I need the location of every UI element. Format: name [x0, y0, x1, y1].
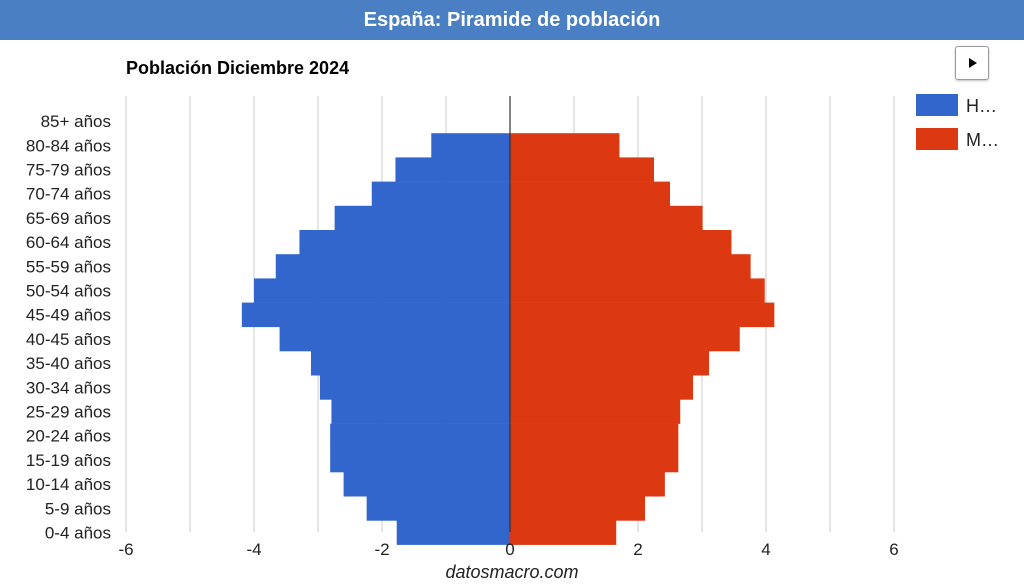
- category-label: 60-64 años: [26, 233, 111, 252]
- category-label: 20-24 años: [26, 427, 111, 446]
- chart-title: Población Diciembre 2024: [126, 58, 350, 78]
- legend-label[interactable]: H…: [966, 96, 997, 116]
- bar-mujeres-16[interactable]: [510, 496, 646, 521]
- category-label: 5-9 años: [45, 499, 111, 518]
- x-tick-label: -4: [246, 540, 261, 559]
- bar-mujeres-5[interactable]: [510, 230, 732, 255]
- bar-mujeres-1[interactable]: [510, 133, 620, 158]
- bar-layer: [241, 133, 775, 545]
- watermark: datosmacro.com: [445, 562, 579, 582]
- legend-swatch: [916, 128, 958, 150]
- legend-label[interactable]: M…: [966, 130, 999, 150]
- bar-mujeres-17[interactable]: [510, 520, 617, 545]
- bar-mujeres-11[interactable]: [510, 375, 694, 400]
- play-icon: [969, 58, 977, 68]
- bar-hombres-17[interactable]: [396, 520, 510, 545]
- x-tick-label: 6: [889, 540, 898, 559]
- bar-hombres-12[interactable]: [331, 399, 510, 424]
- category-label: 70-74 años: [26, 185, 111, 204]
- bar-mujeres-2[interactable]: [510, 157, 654, 182]
- bar-mujeres-3[interactable]: [510, 181, 670, 207]
- legend[interactable]: H… M…: [916, 94, 999, 150]
- bar-mujeres-4[interactable]: [510, 205, 703, 231]
- legend-swatch: [916, 94, 958, 116]
- bar-mujeres-8[interactable]: [510, 302, 775, 328]
- bar-mujeres-10[interactable]: [510, 351, 710, 376]
- bar-hombres-2[interactable]: [395, 157, 510, 182]
- category-label: 30-34 años: [26, 378, 111, 397]
- category-label: 10-14 años: [26, 475, 111, 494]
- bar-mujeres-9[interactable]: [510, 326, 740, 352]
- category-label: 65-69 años: [26, 209, 111, 228]
- bar-hombres-5[interactable]: [299, 230, 510, 255]
- bar-mujeres-6[interactable]: [510, 254, 751, 279]
- bar-hombres-9[interactable]: [279, 326, 510, 352]
- category-label: 50-54 años: [26, 282, 111, 301]
- play-button[interactable]: [955, 46, 989, 80]
- bar-hombres-8[interactable]: [241, 302, 510, 328]
- category-label: 25-29 años: [26, 403, 111, 422]
- category-label: 40-45 años: [26, 330, 111, 349]
- x-tick-label: 0: [505, 540, 514, 559]
- bar-hombres-1[interactable]: [431, 133, 510, 158]
- bar-hombres-7[interactable]: [254, 278, 510, 303]
- bar-hombres-10[interactable]: [310, 351, 510, 376]
- category-label: 15-19 años: [26, 451, 111, 470]
- category-label: 55-59 años: [26, 257, 111, 276]
- bar-hombres-3[interactable]: [371, 181, 510, 207]
- x-tick-label: 2: [633, 540, 642, 559]
- bar-mujeres-12[interactable]: [510, 399, 681, 424]
- bar-mujeres-13[interactable]: [510, 423, 679, 449]
- bar-mujeres-7[interactable]: [510, 278, 765, 303]
- bar-mujeres-15[interactable]: [510, 472, 665, 497]
- category-label: 45-49 años: [26, 306, 111, 325]
- bar-hombres-14[interactable]: [330, 447, 510, 473]
- bar-hombres-4[interactable]: [334, 205, 510, 231]
- x-tick-label: -2: [374, 540, 389, 559]
- bar-hombres-13[interactable]: [330, 423, 510, 449]
- bar-hombres-11[interactable]: [319, 375, 510, 400]
- x-tick-label: -6: [118, 540, 133, 559]
- category-label: 80-84 años: [26, 136, 111, 155]
- x-tick-label: 4: [761, 540, 770, 559]
- bar-mujeres-14[interactable]: [510, 447, 679, 473]
- category-label: 75-79 años: [26, 161, 111, 180]
- bar-hombres-6[interactable]: [275, 254, 510, 279]
- bar-hombres-16[interactable]: [366, 496, 510, 521]
- category-label: 35-40 años: [26, 354, 111, 373]
- category-label: 85+ años: [41, 112, 111, 131]
- header-title: España: Piramide de población: [0, 0, 1024, 40]
- category-label: 0-4 años: [45, 524, 111, 543]
- bar-hombres-15[interactable]: [343, 472, 510, 497]
